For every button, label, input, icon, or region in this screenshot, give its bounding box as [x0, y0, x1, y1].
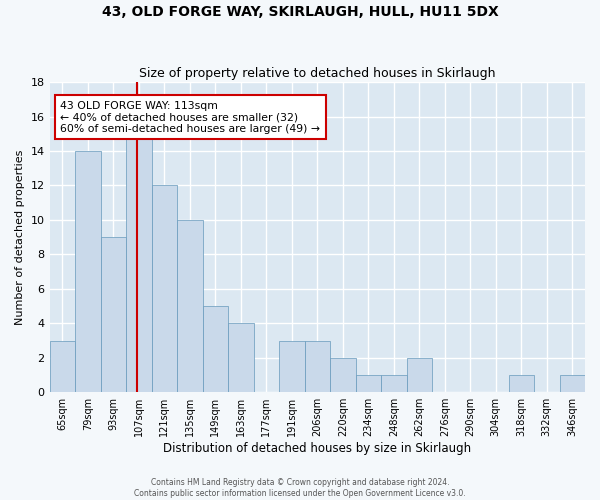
Text: 43, OLD FORGE WAY, SKIRLAUGH, HULL, HU11 5DX: 43, OLD FORGE WAY, SKIRLAUGH, HULL, HU11…: [101, 5, 499, 19]
Bar: [177, 220, 203, 392]
Text: Contains HM Land Registry data © Crown copyright and database right 2024.
Contai: Contains HM Land Registry data © Crown c…: [134, 478, 466, 498]
Bar: [101, 237, 126, 392]
Bar: [152, 186, 177, 392]
Bar: [330, 358, 356, 392]
Bar: [228, 324, 254, 392]
Bar: [381, 375, 407, 392]
Bar: [203, 306, 228, 392]
Bar: [75, 151, 101, 392]
Bar: [356, 375, 381, 392]
Bar: [560, 375, 585, 392]
Title: Size of property relative to detached houses in Skirlaugh: Size of property relative to detached ho…: [139, 66, 496, 80]
Bar: [279, 340, 305, 392]
Text: 43 OLD FORGE WAY: 113sqm
← 40% of detached houses are smaller (32)
60% of semi-d: 43 OLD FORGE WAY: 113sqm ← 40% of detach…: [60, 100, 320, 134]
Bar: [509, 375, 534, 392]
Bar: [126, 134, 152, 392]
Bar: [305, 340, 330, 392]
Y-axis label: Number of detached properties: Number of detached properties: [15, 150, 25, 325]
X-axis label: Distribution of detached houses by size in Skirlaugh: Distribution of detached houses by size …: [163, 442, 472, 455]
Bar: [50, 340, 75, 392]
Bar: [407, 358, 432, 392]
